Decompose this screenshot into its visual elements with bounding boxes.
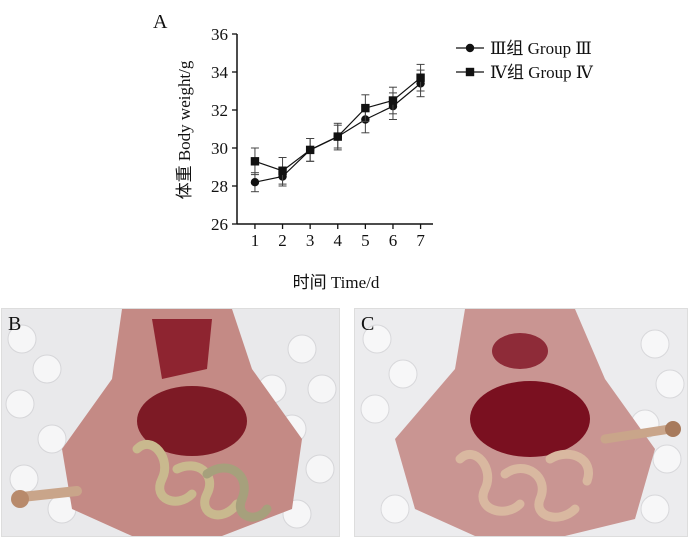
series-2 <box>250 63 425 185</box>
data-point <box>250 157 260 166</box>
photo-panel-b: B <box>1 308 340 537</box>
y-tick-label: 30 <box>211 139 228 158</box>
data-point <box>388 96 398 105</box>
dissection-photo-b <box>2 309 339 536</box>
panel-label-a: A <box>153 11 168 33</box>
legend-label: Ⅳ组 Group Ⅳ <box>490 63 594 82</box>
y-tick-label: 34 <box>211 63 229 82</box>
x-axis-label: 时间 Time/d <box>293 273 380 292</box>
x-tick-label: 2 <box>278 231 287 250</box>
data-point <box>333 132 342 141</box>
data-point <box>305 145 315 155</box>
x-tick-label: 6 <box>389 231 398 250</box>
y-tick-label: 36 <box>211 25 228 44</box>
x-tick-label: 4 <box>334 231 343 250</box>
dissection-photo-c <box>355 309 687 536</box>
chart-legend: Ⅲ组 Group Ⅲ Ⅳ组 Group Ⅳ <box>456 39 594 82</box>
x-tick-label: 1 <box>251 231 260 250</box>
data-point <box>250 178 260 187</box>
chart-axes <box>236 34 433 225</box>
chart-series <box>250 63 425 193</box>
panel-label-b: B <box>8 313 22 335</box>
data-point <box>416 73 425 82</box>
y-tick-label: 28 <box>211 177 228 196</box>
x-tick-label: 5 <box>361 231 370 250</box>
data-point <box>361 103 370 113</box>
legend-label: Ⅲ组 Group Ⅲ <box>490 39 592 58</box>
panel-label-c: C <box>361 313 375 335</box>
legend-marker <box>465 67 475 77</box>
data-point <box>278 166 287 175</box>
x-tick-label: 3 <box>306 231 315 250</box>
photo-panel-c: C <box>354 308 688 537</box>
y-tick-label: 32 <box>211 101 228 120</box>
x-tick-label: 7 <box>416 231 425 250</box>
y-axis-label: 体重 Body weight/g <box>175 60 194 199</box>
y-tick-label: 26 <box>211 215 228 234</box>
legend-marker <box>465 43 475 53</box>
